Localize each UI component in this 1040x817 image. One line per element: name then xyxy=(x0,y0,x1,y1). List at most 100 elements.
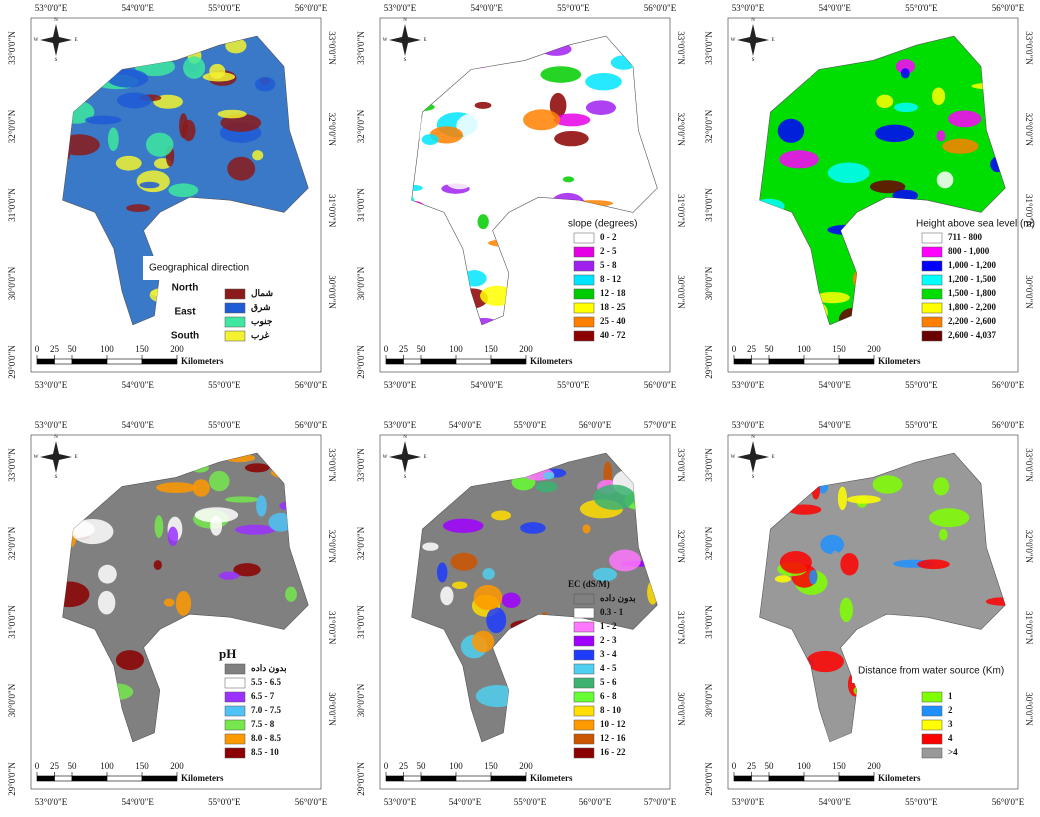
scale-segment xyxy=(769,359,804,364)
legend-label: 7.5 - 8 xyxy=(251,719,275,729)
longitude-label: 55°0'0"E xyxy=(514,797,547,807)
legend-swatch xyxy=(574,261,594,271)
terrain-patch xyxy=(209,471,230,491)
terrain-patch xyxy=(533,704,572,718)
terrain-patch xyxy=(553,719,562,732)
latitude-label: 30°0'0"N xyxy=(356,266,366,300)
longitude-label: 54°0'0"E xyxy=(818,420,851,430)
longitude-label: 54°0'0"E xyxy=(470,3,503,13)
legend-label: 12 - 18 xyxy=(600,288,626,298)
direction-label: South xyxy=(171,331,199,342)
longitude-label: 56°0'0"E xyxy=(295,3,328,13)
latitude-label: 31°0'0"N xyxy=(356,605,366,639)
compass-letter: N xyxy=(54,18,58,23)
legend-swatch xyxy=(922,289,942,299)
latitude-label: 29°0'0"N xyxy=(7,345,17,379)
latitude-label: 29°0'0"N xyxy=(356,345,366,379)
legend-label: 2 - 3 xyxy=(600,635,617,645)
terrain-patch xyxy=(421,73,439,89)
terrain-patch xyxy=(37,738,64,751)
terrain-patch xyxy=(219,572,240,580)
legend-label: 5 - 6 xyxy=(600,677,617,687)
scale-segment xyxy=(456,359,491,364)
longitude-label: 56°0'0"E xyxy=(992,420,1025,430)
latitude-label: 30°0'0"N xyxy=(327,275,337,309)
compass-letter: W xyxy=(731,455,736,460)
terrain-patch xyxy=(193,479,210,497)
scale-label: 50 xyxy=(765,344,775,354)
terrain-patch xyxy=(412,499,448,506)
terrain-patch xyxy=(640,448,677,465)
terrain-patch xyxy=(518,669,549,686)
longitude-label: 56°0'0"E xyxy=(295,420,328,430)
legend-label: 8.5 - 10 xyxy=(251,747,279,757)
terrain-patch xyxy=(465,318,502,336)
longitude-label: 53°0'0"E xyxy=(35,420,68,430)
legend-label: 40 - 72 xyxy=(600,330,626,340)
longitude-label: 53°0'0"E xyxy=(732,797,765,807)
scale-label: 25 xyxy=(50,761,60,771)
terrain-patch xyxy=(437,562,448,582)
terrain-patch xyxy=(83,460,98,469)
longitude-label: 53°0'0"E xyxy=(732,3,765,13)
terrain-patch xyxy=(409,133,420,142)
legend-swatch xyxy=(574,317,594,327)
terrain-patch xyxy=(298,529,310,538)
longitude-label: 53°0'0"E xyxy=(384,797,417,807)
compass-letter: W xyxy=(34,455,39,460)
latitude-label: 33°0'0"N xyxy=(7,448,17,482)
legend-label: 25 - 40 xyxy=(600,316,626,326)
longitude-label: 53°0'0"E xyxy=(35,3,68,13)
terrain-patch xyxy=(853,267,882,292)
terrain-patch xyxy=(970,438,1011,457)
terrain-patch xyxy=(937,171,954,188)
longitude-label: 53°0'0"E xyxy=(35,797,68,807)
scale-segment xyxy=(107,776,142,781)
latitude-label: 33°0'0"N xyxy=(327,448,337,482)
terrain-patch xyxy=(938,687,975,708)
terrain-patch xyxy=(892,190,918,202)
terrain-patch xyxy=(225,496,259,502)
scale-label: 25 xyxy=(399,344,409,354)
latitude-label: 32°0'0"N xyxy=(7,526,17,560)
latitude-label: 30°0'0"N xyxy=(7,266,17,300)
scale-label: 150 xyxy=(484,761,498,771)
latitude-label: 31°0'0"N xyxy=(7,605,17,639)
terrain-patch xyxy=(609,550,641,572)
longitude-label: 54°0'0"E xyxy=(121,420,154,430)
terrain-patch xyxy=(462,270,487,286)
scale-label: 50 xyxy=(417,344,427,354)
terrain-patch xyxy=(247,222,258,238)
terrain-patch xyxy=(758,275,790,281)
compass-letter: N xyxy=(403,18,407,23)
terrain-patch xyxy=(730,595,749,606)
terrain-patch xyxy=(117,93,151,109)
scale-label: 200 xyxy=(867,761,881,771)
latitude-label: 32°0'0"N xyxy=(704,109,714,143)
legend-label: 4 xyxy=(948,733,953,743)
terrain-patch xyxy=(96,683,133,700)
compass-letter: E xyxy=(423,455,426,460)
terrain-patch xyxy=(976,46,1007,69)
compass-letter: W xyxy=(731,38,736,43)
terrain-patch xyxy=(630,48,646,70)
terrain-patch xyxy=(554,131,589,146)
terrain-patch xyxy=(491,511,511,521)
terrain-patch xyxy=(469,60,489,68)
terrain-patch xyxy=(416,18,454,44)
longitude-label: 54°0'0"E xyxy=(818,797,851,807)
terrain-patch xyxy=(440,586,453,605)
scale-label: 200 xyxy=(170,761,184,771)
terrain-patch xyxy=(785,73,811,79)
terrain-patch xyxy=(840,553,858,576)
latitude-label: 33°0'0"N xyxy=(327,31,337,65)
terrain-patch xyxy=(550,193,585,217)
latitude-label: 30°0'0"N xyxy=(1024,275,1034,309)
terrain-patch xyxy=(285,587,297,602)
scale-label: 200 xyxy=(519,761,533,771)
longitude-label: 55°0'0"E xyxy=(557,3,590,13)
legend-swatch xyxy=(225,706,245,716)
terrain-patch xyxy=(641,483,674,505)
terrain-patch xyxy=(256,495,267,516)
legend-swatch xyxy=(922,247,942,257)
